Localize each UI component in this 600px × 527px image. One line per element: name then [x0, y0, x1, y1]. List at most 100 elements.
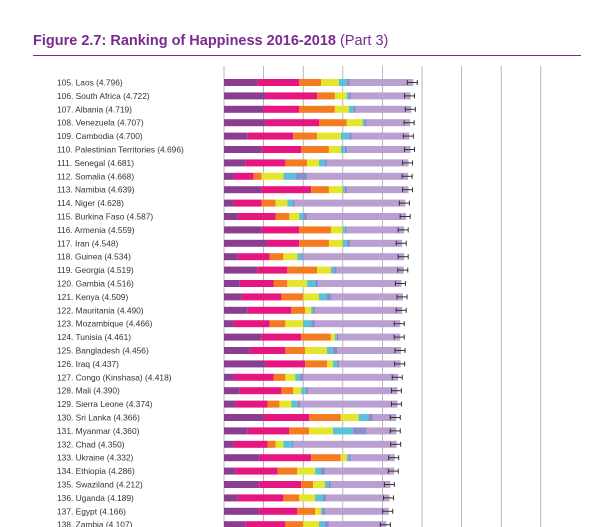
bar-segment: [334, 105, 349, 113]
row-label: 128. Mali (4.390): [57, 386, 120, 396]
bar-segment: [224, 467, 236, 475]
bar-segment: [328, 146, 341, 153]
row-label: 138. Zambia (4.107): [57, 520, 133, 527]
bar-segment: [321, 79, 339, 86]
bar-segment: [307, 172, 409, 180]
bar-segment: [305, 347, 327, 354]
bar-segment: [299, 239, 329, 247]
row-label: 112. Somalia (4.668): [57, 171, 134, 181]
bar-segment: [313, 306, 316, 314]
bar-segment: [372, 414, 397, 421]
bar-segment: [299, 79, 322, 86]
bar-segment: [261, 199, 276, 207]
bar-segment: [328, 239, 343, 247]
bar-segment: [293, 387, 302, 395]
title-rule: [33, 55, 581, 56]
bar-segment: [327, 159, 409, 167]
bar-segment: [249, 347, 286, 354]
bar-segment: [326, 360, 333, 368]
bar-segment: [245, 521, 286, 527]
bar-segment: [259, 481, 302, 488]
bar-segment: [241, 293, 282, 301]
bar-segment: [283, 440, 292, 448]
bar-segment: [224, 253, 238, 261]
bar-segment: [261, 146, 302, 153]
bar-segment: [348, 105, 354, 113]
bar-segment: [287, 199, 293, 207]
bar-segment: [281, 293, 304, 301]
bar-segment: [346, 119, 363, 127]
bar-segment: [317, 92, 335, 100]
row-label: 135. Swaziland (4.212): [57, 480, 143, 490]
bar-segment: [224, 373, 234, 381]
bar-segment: [336, 266, 404, 274]
bar-segment: [315, 320, 401, 328]
bar-segment: [261, 226, 300, 234]
bar-segment: [224, 119, 266, 127]
bar-segment: [368, 414, 373, 421]
bar-segment: [224, 239, 268, 247]
bar-segment: [305, 387, 309, 395]
bar-segment: [338, 79, 347, 86]
bar-segment: [224, 226, 262, 234]
bar-segment: [285, 521, 304, 527]
bar-segment: [233, 373, 274, 381]
bar-segment: [319, 293, 327, 301]
bar-segment: [337, 347, 402, 354]
bar-segment: [358, 414, 369, 421]
bar-segment: [301, 146, 329, 153]
bar-segment: [224, 414, 264, 421]
bar-segment: [303, 293, 320, 301]
bar-segment: [334, 266, 337, 274]
bar-segment: [364, 119, 367, 127]
bar-segment: [319, 159, 325, 167]
bar-segment: [261, 172, 284, 180]
bar-segment: [237, 494, 284, 502]
bar-segment: [324, 159, 328, 167]
row-label: 136. Uganda (4.189): [57, 493, 134, 503]
bar-segment: [307, 159, 320, 167]
bar-segment: [334, 333, 337, 341]
bar-segment: [239, 387, 282, 395]
bar-segment: [303, 320, 312, 328]
bar-segment: [233, 199, 262, 207]
bar-segment: [291, 400, 298, 408]
bar-segment: [247, 427, 290, 435]
bar-segment: [259, 507, 298, 515]
row-label: 122. Mauritania (4.490): [57, 305, 144, 315]
bar-segment: [224, 213, 238, 220]
bar-segment: [366, 427, 397, 435]
bar-segment: [287, 280, 308, 287]
bar-segment: [239, 280, 274, 287]
bar-segment: [224, 92, 266, 100]
bar-segment: [323, 494, 327, 502]
bar-segment: [351, 454, 395, 462]
bar-segment: [332, 427, 353, 435]
bar-segment: [348, 454, 352, 462]
bar-segment: [297, 253, 302, 261]
bar-segment: [344, 226, 347, 234]
bar-segment: [224, 521, 246, 527]
bar-segment: [299, 494, 316, 502]
bar-segment: [348, 132, 352, 140]
bar-segment: [285, 159, 308, 167]
bar-segment: [294, 199, 406, 207]
bar-segment: [303, 213, 308, 220]
bar-segment: [263, 105, 300, 113]
bar-segment: [233, 172, 254, 180]
row-label: 125. Bangladesh (4.456): [57, 346, 149, 356]
bar-segment: [324, 521, 329, 527]
row-label: 106. South Africa (4.722): [57, 91, 150, 101]
bar-segment: [344, 186, 348, 194]
bar-segment: [224, 146, 262, 153]
bar-segment: [237, 253, 270, 261]
row-label: 118. Guinea (4.534): [57, 252, 131, 262]
bar-segment: [253, 172, 262, 180]
bar-segment: [323, 507, 326, 515]
row-label: 105. Laos (4.796): [57, 78, 123, 88]
row-label: 132. Chad (4.350): [57, 439, 125, 449]
row-label: 124. Tunisia (4.461): [57, 332, 131, 342]
bar-segment: [332, 347, 338, 354]
bar-segment: [287, 266, 318, 274]
bar-segment: [336, 333, 339, 341]
